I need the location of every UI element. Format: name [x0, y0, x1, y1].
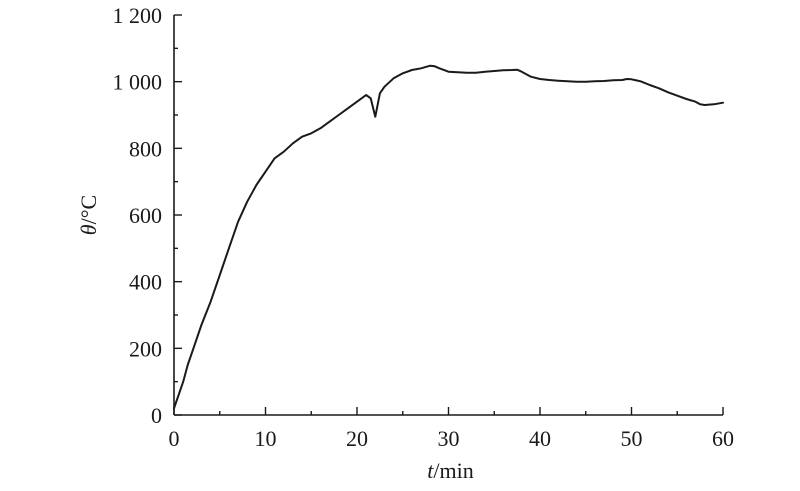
x-axis-variable: t — [427, 458, 434, 483]
x-axis-title: t/min — [427, 458, 473, 483]
x-tick-label: 10 — [255, 426, 277, 451]
x-tick-label: 40 — [529, 426, 551, 451]
y-tick-label: 1 200 — [113, 3, 163, 28]
y-tick-label: 600 — [129, 203, 162, 228]
y-axis-unit: /°C — [76, 195, 101, 225]
x-tick-label: 50 — [621, 426, 643, 451]
y-axis-title: θ/°C — [76, 195, 101, 235]
y-axis-variable: θ — [76, 224, 101, 235]
x-tick-label: 60 — [712, 426, 734, 451]
y-tick-label: 0 — [151, 403, 162, 428]
x-tick-label: 20 — [346, 426, 368, 451]
y-tick-label: 1 000 — [113, 70, 163, 95]
y-tick-label: 800 — [129, 136, 162, 161]
x-tick-label: 30 — [438, 426, 460, 451]
x-axis-unit: /min — [433, 458, 473, 483]
axes — [173, 14, 724, 416]
temperature-series-line — [173, 64, 724, 410]
series-layer — [173, 64, 724, 410]
x-tick-label: 0 — [169, 426, 180, 451]
y-tick-label: 400 — [129, 270, 162, 295]
y-tick-label: 200 — [129, 336, 162, 361]
